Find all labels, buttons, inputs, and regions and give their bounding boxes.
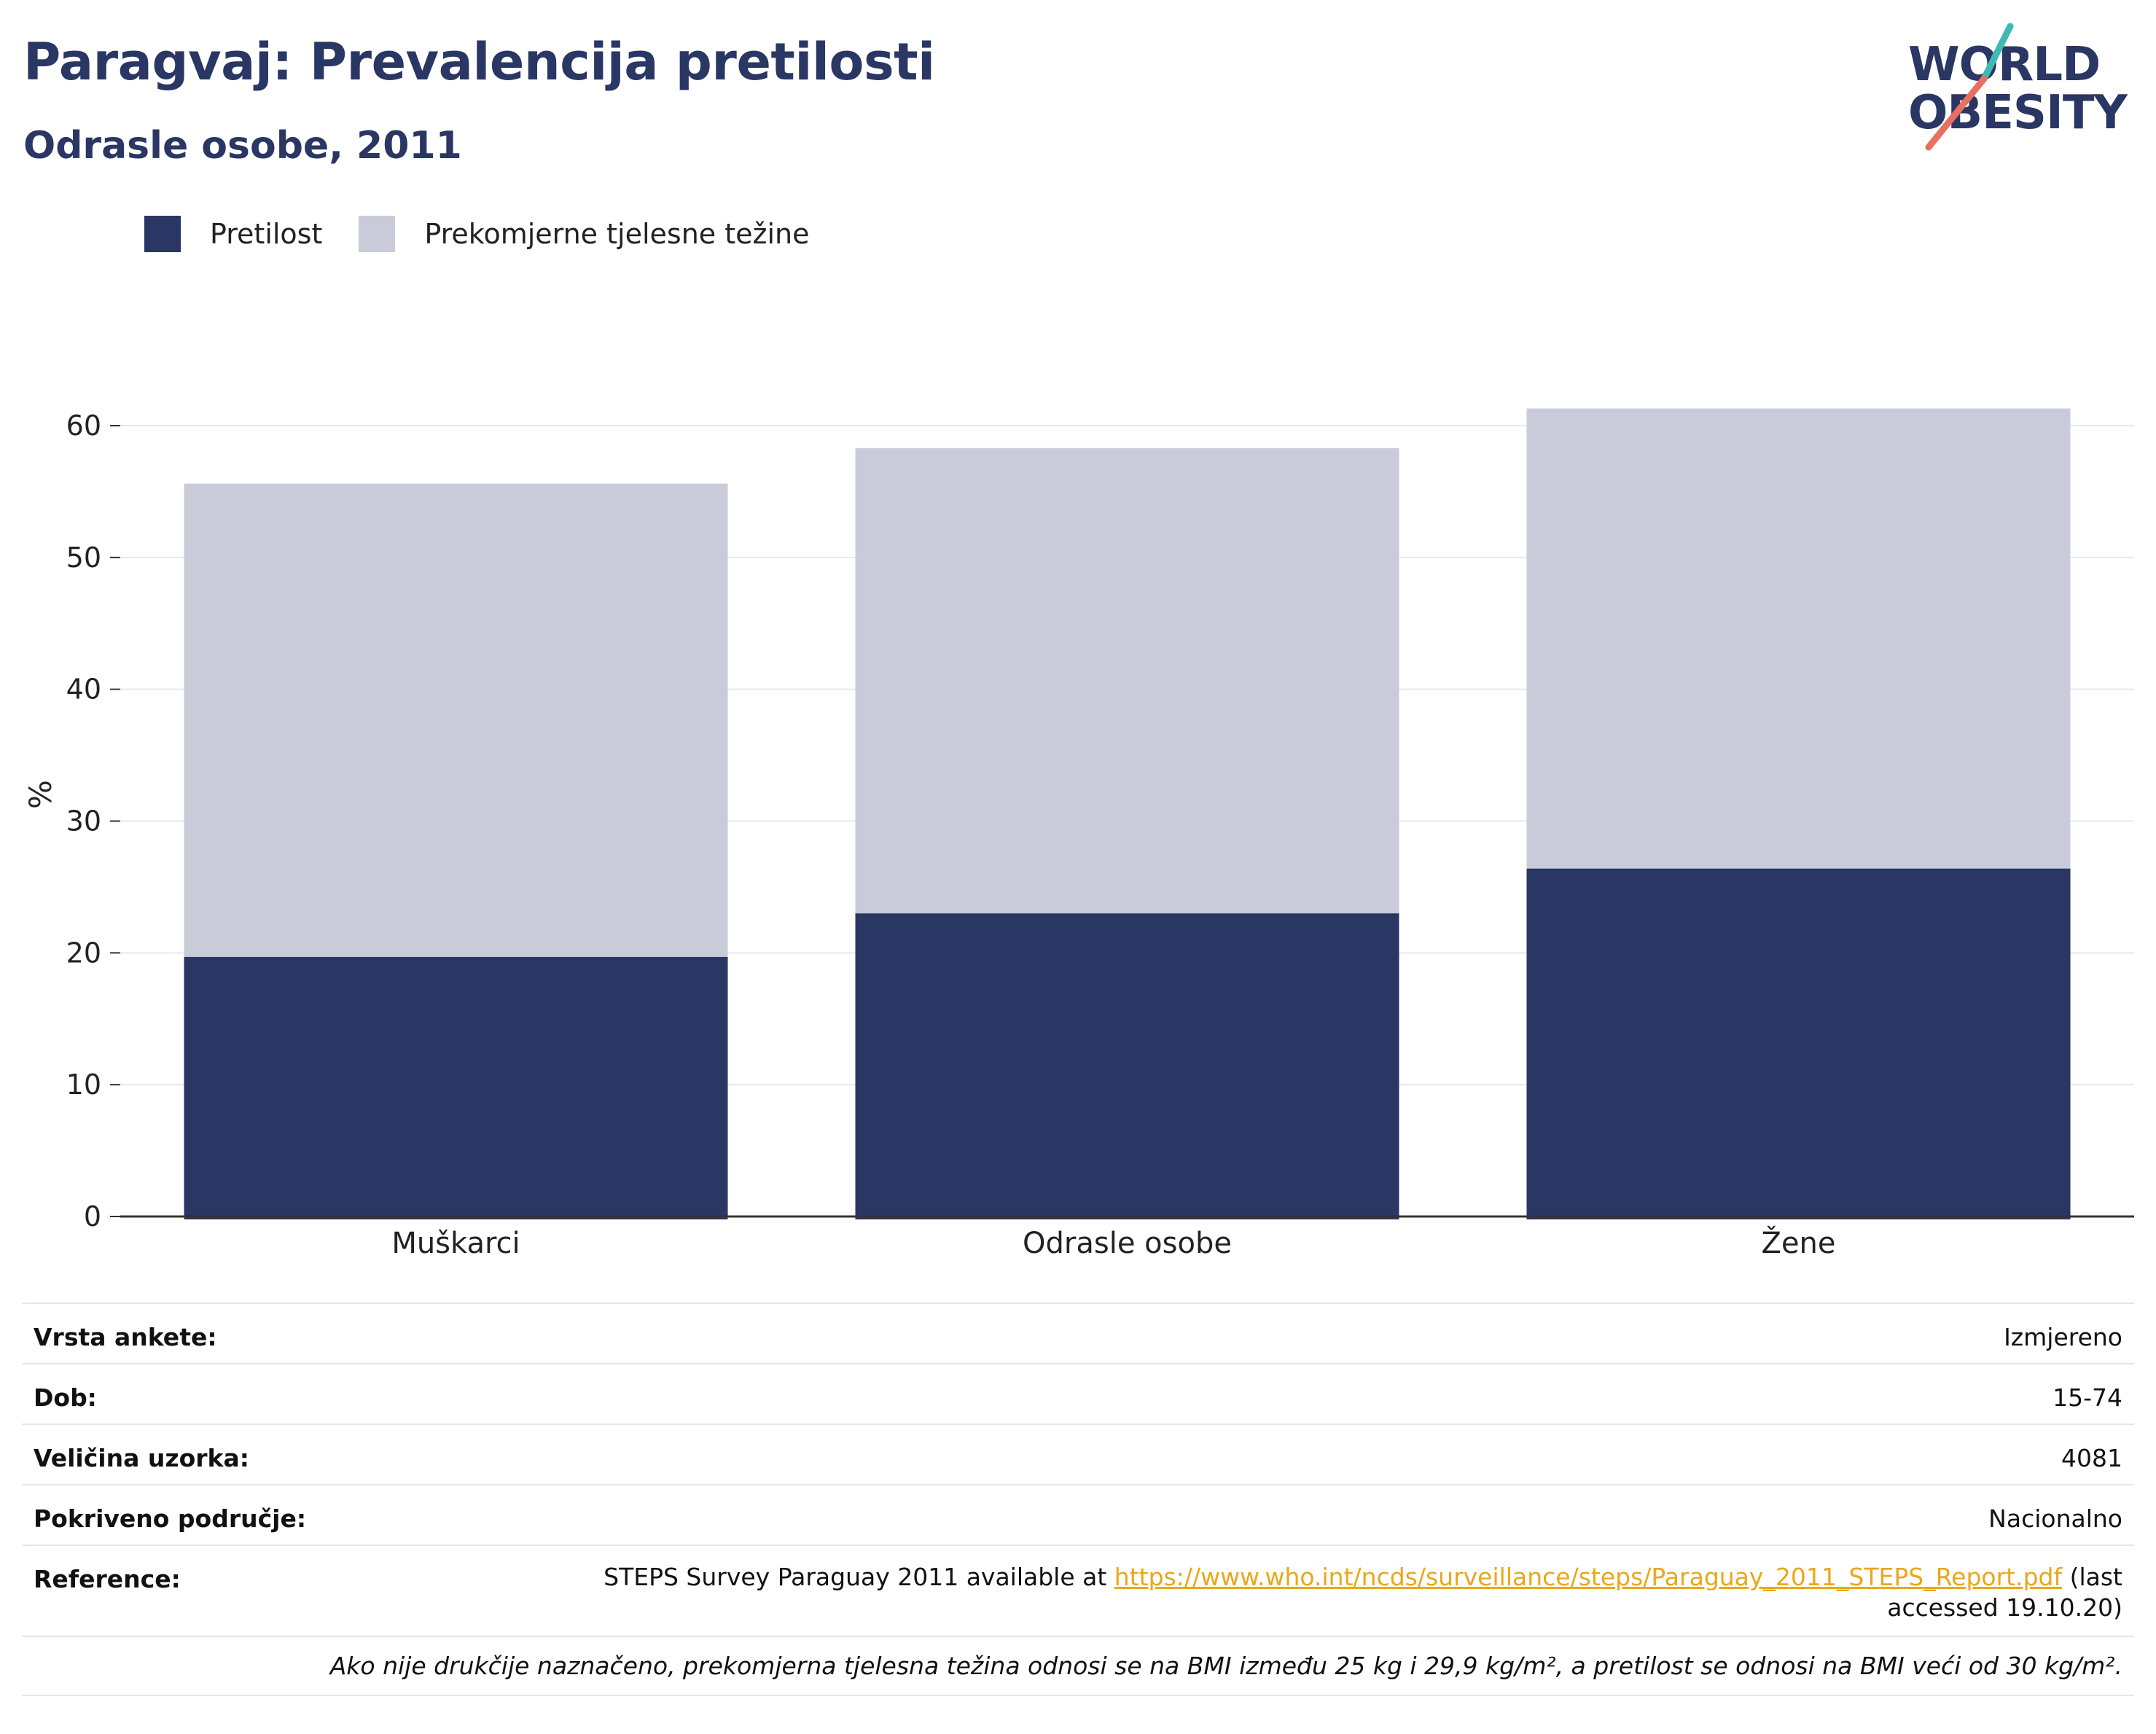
info-row-area: Pokriveno područje: Nacionalno: [22, 1484, 2134, 1544]
x-tick-label: Žene: [1762, 1225, 1836, 1260]
reference-suffix: (last accessed 19.10.20): [1887, 1563, 2122, 1622]
info-value: 15-74: [2053, 1383, 2122, 1412]
chart-legend: Pretilost Prekomjerne tjelesne težine: [144, 216, 846, 252]
info-row-sample-size: Veličina uzorka: 4081: [22, 1423, 2134, 1484]
y-tick-label: 60: [66, 410, 101, 442]
reference-value: STEPS Survey Paraguay 2011 available at …: [592, 1562, 2122, 1623]
info-row-age: Dob: 15-74: [22, 1363, 2134, 1423]
info-label: Dob:: [34, 1383, 97, 1412]
y-tick-label: 10: [66, 1069, 101, 1101]
legend-label-overweight: Prekomjerne tjelesne težine: [424, 218, 810, 250]
y-tick-label: 40: [66, 673, 101, 706]
y-tick-label: 20: [66, 937, 101, 969]
legend-item-overweight[interactable]: Prekomjerne tjelesne težine: [359, 216, 810, 252]
page-subtitle: Odrasle osobe, 2011: [23, 124, 462, 168]
bar-obesity[interactable]: [184, 956, 728, 1219]
logo-line-1: WORLD: [1908, 38, 2101, 92]
logo-slash-icon: [1925, 23, 2014, 151]
definition-note: Ako nije drukčije naznačeno, prekomjerna…: [22, 1636, 2134, 1696]
y-tick-label: 0: [84, 1200, 101, 1233]
x-tick-label: Muškarci: [391, 1227, 520, 1260]
legend-label-obesity: Pretilost: [210, 218, 323, 250]
bar-obesity[interactable]: [1526, 868, 2071, 1219]
legend-swatch-obesity: [144, 216, 181, 252]
world-obesity-logo: WORLD OBESITY: [1902, 22, 2143, 153]
bar-overweight[interactable]: [184, 483, 728, 957]
info-value: Izmjereno: [2004, 1323, 2122, 1351]
bar-overweight[interactable]: [855, 448, 1399, 914]
legend-swatch-overweight: [359, 216, 396, 252]
info-label: Reference:: [34, 1565, 181, 1593]
info-label: Veličina uzorka:: [34, 1444, 249, 1472]
y-tick-label: 30: [66, 805, 101, 837]
info-value: 4081: [2061, 1444, 2122, 1472]
y-axis-label: %: [23, 780, 58, 809]
bar-overweight[interactable]: [1526, 408, 2071, 869]
survey-info-table: Vrsta ankete: Izmjereno Dob: 15-74 Velič…: [22, 1303, 2134, 1696]
bar-obesity[interactable]: [855, 913, 1399, 1219]
legend-item-obesity[interactable]: Pretilost: [144, 216, 322, 252]
info-label: Vrsta ankete:: [34, 1323, 217, 1351]
info-label: Pokriveno područje:: [34, 1504, 307, 1533]
y-tick-label: 50: [66, 542, 101, 574]
page-title: Paragvaj: Prevalencija pretilosti: [23, 32, 935, 92]
info-value: Nacionalno: [1988, 1504, 2122, 1533]
info-row-survey-type: Vrsta ankete: Izmjereno: [22, 1303, 2134, 1363]
x-tick-label: Odrasle osobe: [1023, 1227, 1232, 1260]
reference-link[interactable]: https://www.who.int/ncds/surveillance/st…: [1114, 1563, 2063, 1591]
stacked-bar-chart: 0 10 20 30 40 50 60% Muškarci Odrasle osobe Žene: [23, 408, 2134, 1260]
reference-prefix: STEPS Survey Paraguay 2011 available at: [604, 1563, 1114, 1591]
info-row-reference: Reference: STEPS Survey Paraguay 2011 av…: [22, 1544, 2134, 1636]
